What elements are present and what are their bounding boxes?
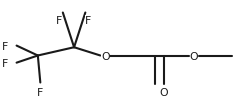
Text: O: O — [101, 51, 109, 61]
Text: O: O — [159, 87, 168, 97]
Text: F: F — [37, 87, 43, 97]
Text: F: F — [2, 58, 8, 68]
Text: F: F — [56, 16, 62, 26]
Text: F: F — [84, 16, 91, 26]
Text: O: O — [189, 51, 198, 61]
Text: F: F — [2, 41, 8, 51]
